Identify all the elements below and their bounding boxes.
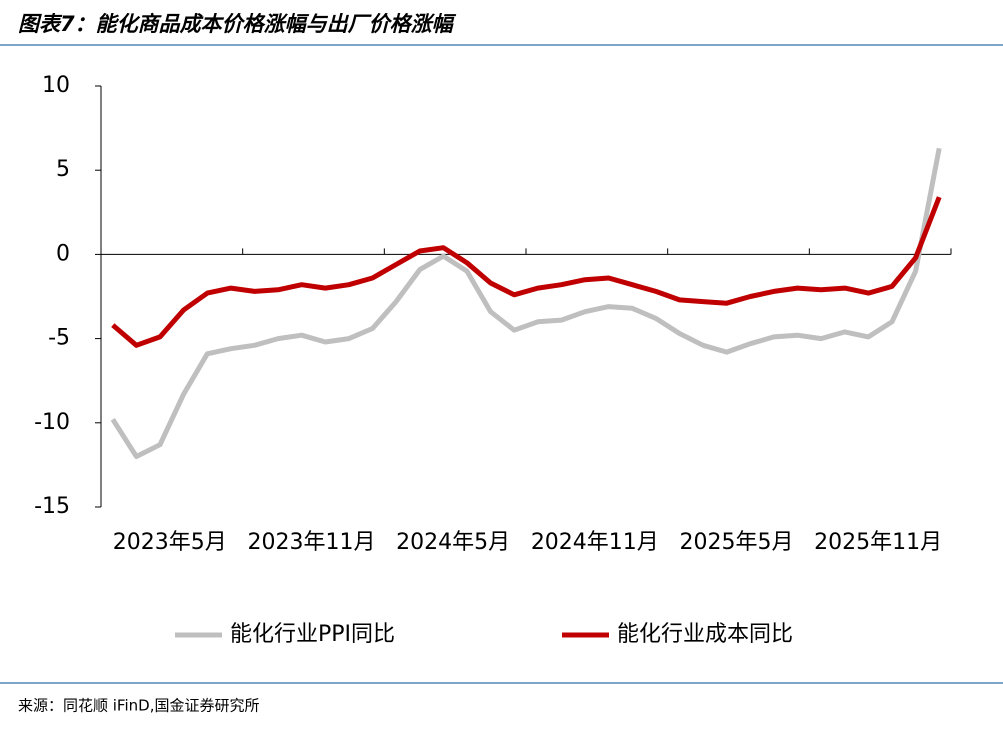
- source-note: 来源：同花顺 iFinD,国金证券研究所: [18, 697, 259, 715]
- y-tick-label: -10: [34, 410, 70, 435]
- legend-label: 能化行业PPI同比: [230, 622, 395, 647]
- legend-label: 能化行业成本同比: [617, 622, 793, 647]
- x-tick-label: 2025年5月: [679, 530, 793, 555]
- chart-title: 图表7：能化商品成本价格涨幅与出厂价格涨幅: [18, 12, 457, 36]
- y-tick-label: 5: [56, 157, 70, 182]
- x-tick-label: 2023年5月: [113, 530, 227, 555]
- series-line: [111, 196, 942, 348]
- y-tick-label: 10: [42, 73, 70, 98]
- y-tick-label: -5: [48, 326, 70, 351]
- x-tick-label: 2024年11月: [531, 530, 659, 555]
- y-tick-label: -15: [34, 494, 70, 519]
- x-tick-label: 2024年5月: [396, 530, 510, 555]
- series-line: [110, 147, 942, 459]
- x-tick-label: 2025年11月: [814, 530, 942, 555]
- y-tick-label: 0: [56, 241, 70, 266]
- x-tick-label: 2023年11月: [247, 530, 375, 555]
